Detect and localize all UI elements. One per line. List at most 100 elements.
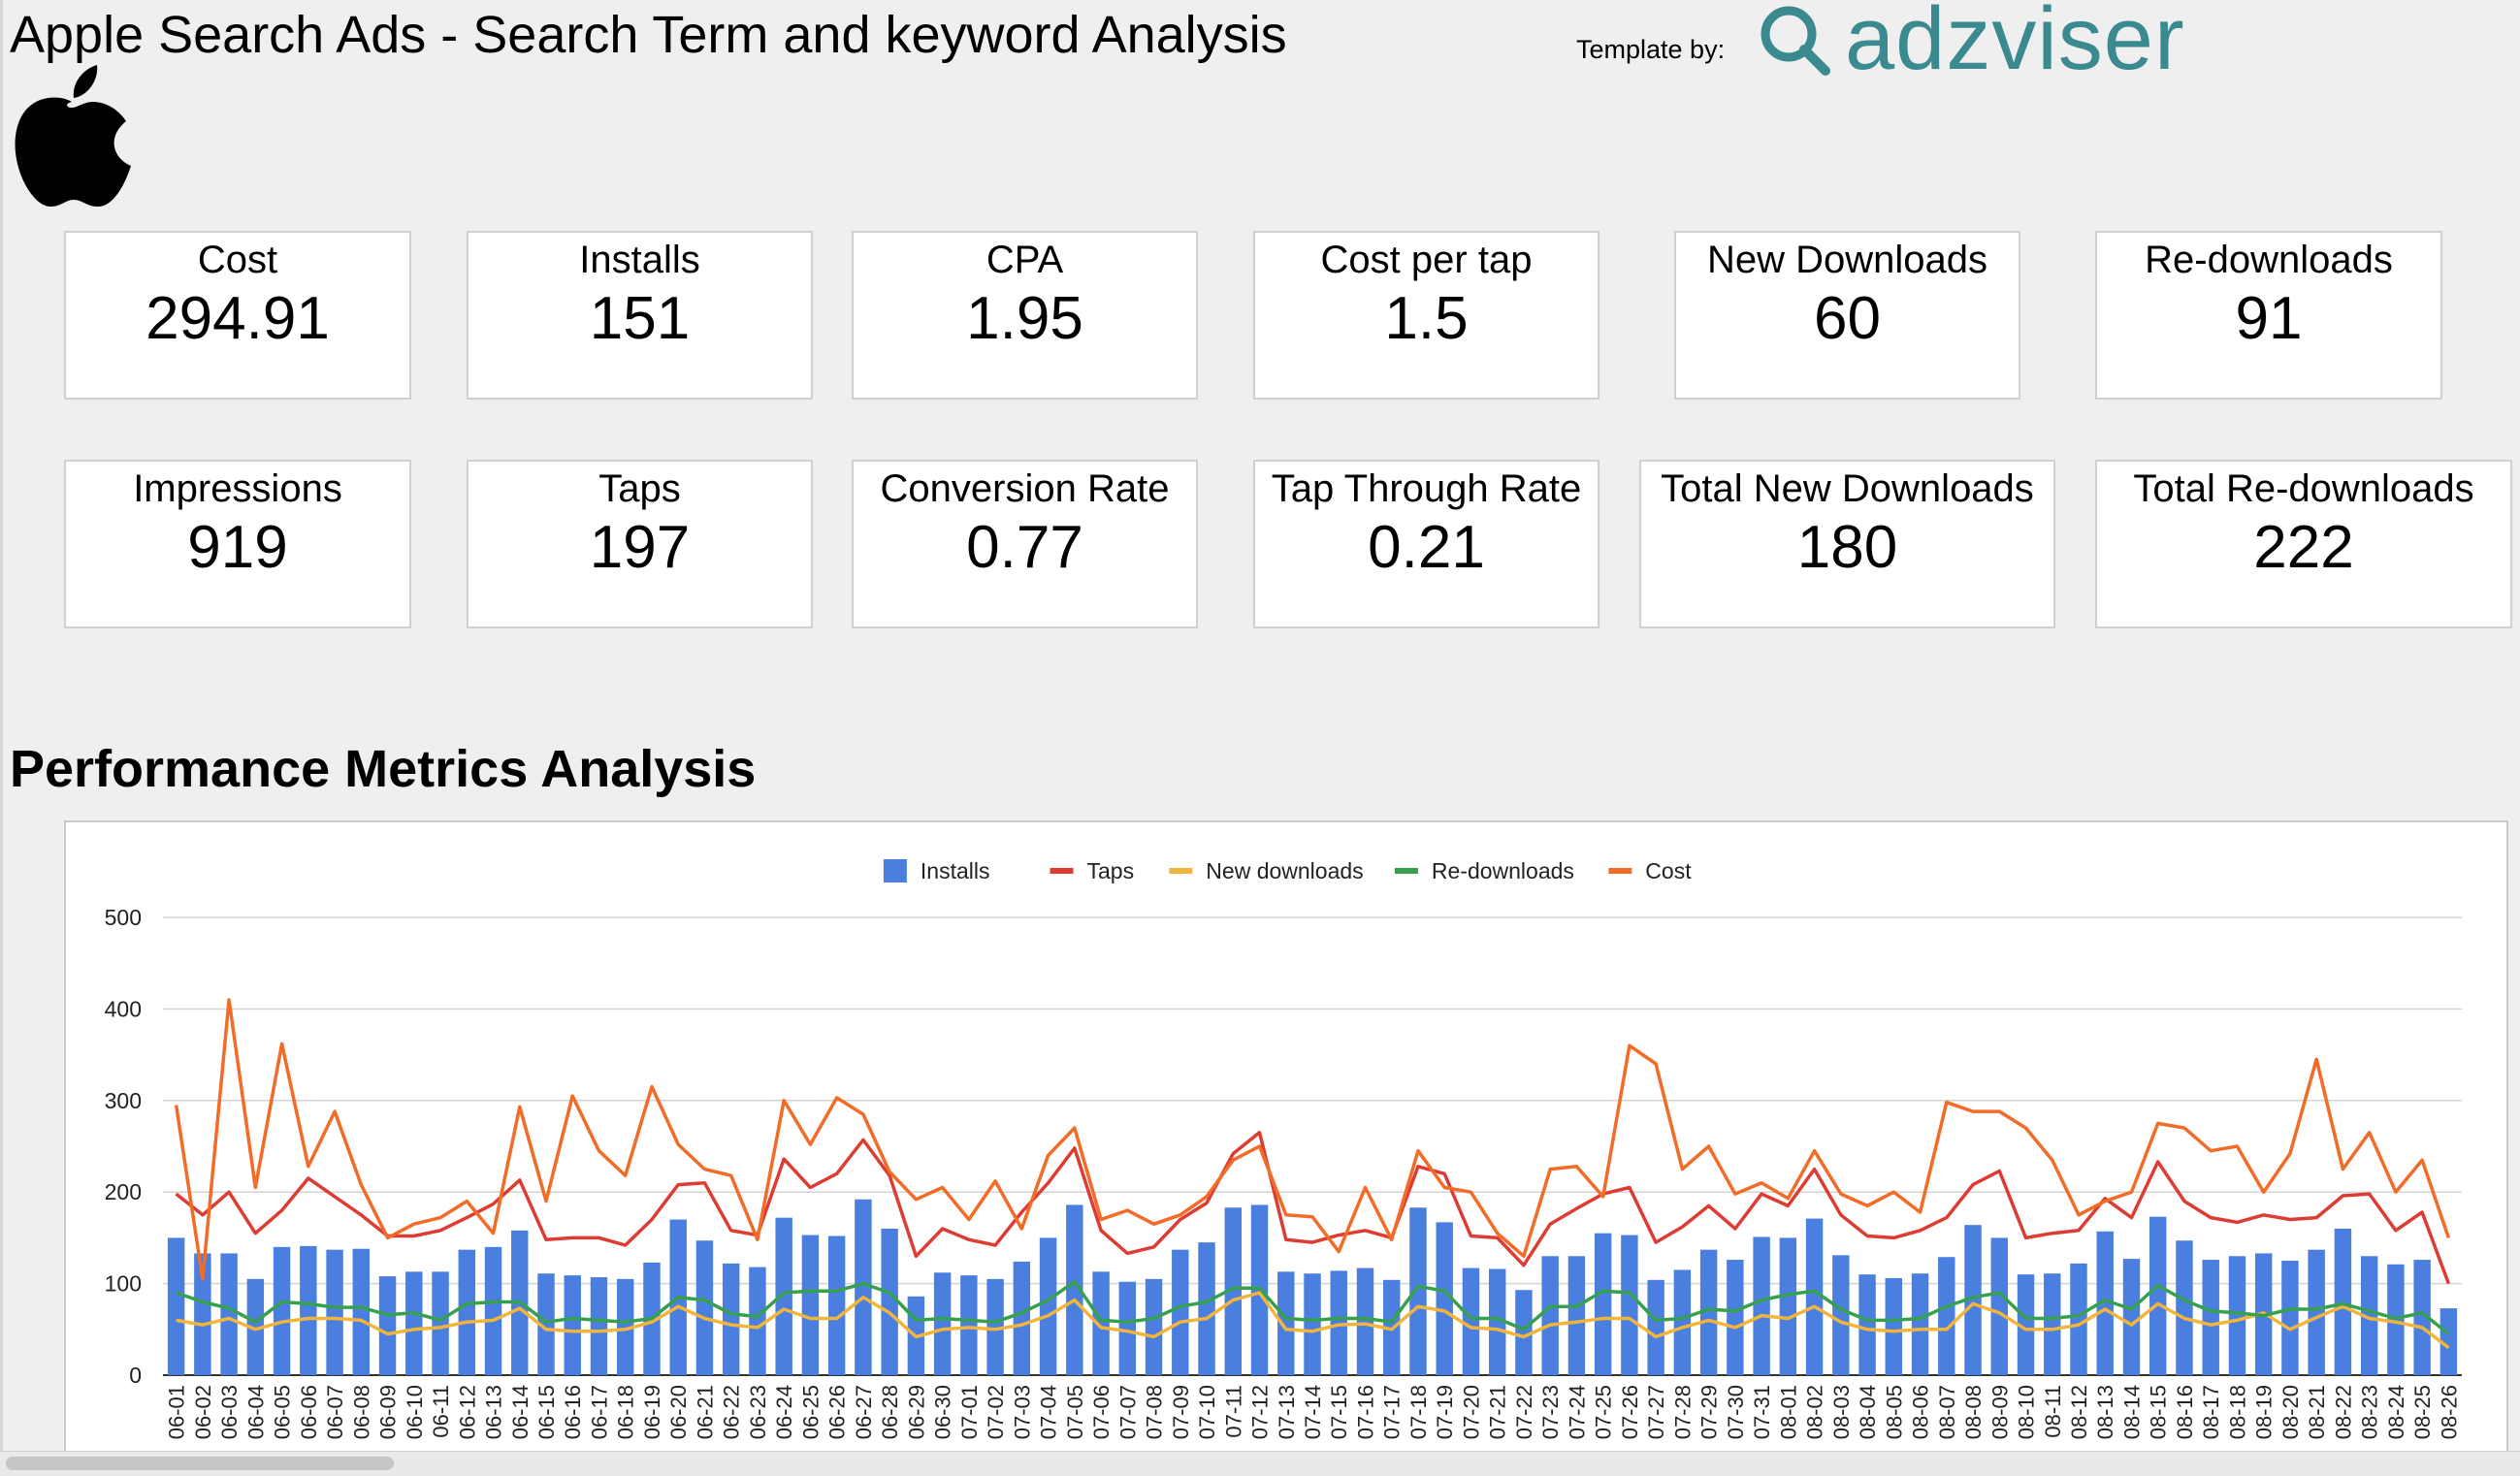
bar-installs bbox=[1567, 1256, 1586, 1375]
x-tick-label: 07-19 bbox=[1433, 1385, 1457, 1439]
bar-installs bbox=[1304, 1273, 1321, 1375]
x-tick-label: 07-09 bbox=[1169, 1385, 1193, 1439]
bar-installs bbox=[1488, 1268, 1506, 1375]
bar-installs bbox=[2070, 1263, 2087, 1375]
bar-installs bbox=[960, 1275, 978, 1375]
x-tick-label: 08-02 bbox=[1803, 1385, 1827, 1439]
bar-installs bbox=[2122, 1259, 2141, 1375]
x-tick-label: 06-10 bbox=[403, 1385, 427, 1439]
kpi-label: Total Re-downloads bbox=[2133, 467, 2474, 510]
kpi-label: Cost per tap bbox=[1320, 239, 1533, 281]
x-tick-label: 06-21 bbox=[693, 1385, 717, 1439]
kpi-card-cost: Cost 294.91 bbox=[64, 231, 411, 400]
bar-installs bbox=[2096, 1231, 2114, 1375]
x-tick-label: 07-04 bbox=[1037, 1385, 1061, 1439]
x-tick-label: 08-04 bbox=[1856, 1385, 1880, 1439]
bar-installs bbox=[749, 1267, 766, 1375]
bar-installs bbox=[1409, 1207, 1427, 1375]
x-tick-label: 08-24 bbox=[2384, 1385, 2408, 1439]
kpi-value: 197 bbox=[589, 514, 691, 581]
x-tick-label: 06-30 bbox=[931, 1385, 955, 1439]
bar-installs bbox=[2439, 1308, 2458, 1375]
series-line-new-downloads bbox=[176, 1291, 2450, 1350]
performance-chart[interactable]: 0 100 200 300 400 500 06-01 06-02 06-03 06-04 06-0… bbox=[64, 820, 2508, 1476]
x-tick-label: 08-22 bbox=[2331, 1385, 2355, 1439]
bar-installs bbox=[775, 1217, 792, 1375]
bar-installs bbox=[855, 1199, 872, 1375]
x-tick-label: 08-08 bbox=[1961, 1385, 1986, 1439]
x-tick-label: 06-20 bbox=[666, 1385, 691, 1439]
x-tick-label: 07-24 bbox=[1565, 1385, 1589, 1439]
kpi-value: 151 bbox=[589, 285, 691, 352]
x-tick-label: 06-06 bbox=[297, 1385, 321, 1439]
x-tick-label: 07-30 bbox=[1724, 1385, 1748, 1439]
legend-swatch-cost bbox=[1608, 868, 1632, 874]
bar-installs bbox=[1779, 1237, 1797, 1375]
x-tick-label: 07-02 bbox=[984, 1385, 1008, 1439]
kpi-label: Cost bbox=[197, 239, 278, 281]
x-tick-label: 08-11 bbox=[2041, 1385, 2065, 1438]
x-tick-label: 07-06 bbox=[1089, 1385, 1114, 1439]
kpi-label: Taps bbox=[598, 467, 681, 510]
x-tick-label: 06-12 bbox=[455, 1385, 479, 1439]
kpi-card-installs: Installs 151 bbox=[467, 231, 813, 400]
x-tick-label: 06-22 bbox=[720, 1385, 744, 1439]
scrollbar-thumb[interactable] bbox=[6, 1457, 394, 1470]
bar-installs bbox=[1964, 1225, 1982, 1375]
x-tick-label: 07-20 bbox=[1459, 1385, 1483, 1439]
kpi-card-taps: Taps 197 bbox=[467, 460, 813, 628]
x-tick-label: 07-18 bbox=[1406, 1385, 1431, 1439]
bar-installs bbox=[273, 1246, 291, 1375]
x-tick-label: 08-23 bbox=[2358, 1385, 2382, 1439]
x-tick-label: 07-16 bbox=[1353, 1385, 1377, 1439]
x-tick-label: 06-17 bbox=[587, 1385, 611, 1439]
x-tick-label: 06-07 bbox=[323, 1385, 347, 1439]
x-tick-label: 06-27 bbox=[852, 1385, 876, 1439]
x-tick-label: 06-28 bbox=[878, 1385, 902, 1439]
bar-installs bbox=[1330, 1270, 1347, 1375]
x-tick-label: 06-13 bbox=[482, 1385, 506, 1439]
legend-swatch-taps bbox=[1050, 868, 1074, 874]
kpi-card-re-downloads: Re-downloads 91 bbox=[2095, 231, 2442, 400]
kpi-card-new-downloads: New Downloads 60 bbox=[1674, 231, 2020, 400]
horizontal-scrollbar[interactable] bbox=[0, 1451, 2520, 1476]
page-title: Apple Search Ads - Search Term and keywo… bbox=[10, 6, 1287, 64]
legend-label-cost: Cost bbox=[1645, 858, 1692, 883]
x-tick-label: 07-15 bbox=[1327, 1385, 1351, 1439]
x-tick-label: 06-15 bbox=[534, 1385, 559, 1439]
x-tick-label: 06-29 bbox=[904, 1385, 928, 1439]
bar-installs bbox=[246, 1278, 265, 1375]
x-tick-label: 06-08 bbox=[349, 1385, 373, 1439]
x-tick-label: 07-25 bbox=[1592, 1385, 1616, 1439]
legend-label-taps: Taps bbox=[1087, 858, 1135, 883]
x-tick-label: 07-12 bbox=[1248, 1385, 1273, 1439]
bar-installs bbox=[1515, 1290, 1533, 1375]
bar-installs bbox=[432, 1271, 449, 1375]
legend-swatch-new-downloads bbox=[1169, 868, 1193, 874]
kpi-label: Re-downloads bbox=[2145, 239, 2393, 281]
kpi-card-conversion-rate: Conversion Rate 0.77 bbox=[852, 460, 1198, 628]
template-by-label: Template by: bbox=[1576, 35, 1726, 64]
brand-logo[interactable]: adzviser bbox=[1756, 0, 2185, 83]
kpi-card-impressions: Impressions 919 bbox=[64, 460, 411, 628]
x-tick-label: 08-12 bbox=[2067, 1385, 2091, 1439]
x-tick-label: 08-17 bbox=[2199, 1385, 2223, 1439]
x-tick-label: 06-11 bbox=[429, 1385, 453, 1438]
bar-installs bbox=[194, 1253, 211, 1375]
x-tick-label: 07-10 bbox=[1195, 1385, 1219, 1439]
bar-installs bbox=[458, 1249, 475, 1375]
bar-installs bbox=[1885, 1277, 1903, 1375]
bar-installs bbox=[1092, 1271, 1110, 1375]
x-tick-label: 08-25 bbox=[2410, 1385, 2435, 1439]
x-tick-label: 08-14 bbox=[2119, 1385, 2144, 1439]
bar-installs bbox=[1805, 1218, 1824, 1375]
bar-installs bbox=[2202, 1260, 2219, 1375]
bar-installs bbox=[484, 1246, 502, 1375]
x-tick-label: 07-31 bbox=[1750, 1385, 1774, 1439]
bar-installs bbox=[827, 1235, 846, 1375]
kpi-value: 294.91 bbox=[145, 285, 330, 352]
x-tick-label: 06-19 bbox=[640, 1385, 664, 1439]
bar-installs bbox=[1541, 1256, 1559, 1375]
bar-installs bbox=[1224, 1207, 1242, 1375]
